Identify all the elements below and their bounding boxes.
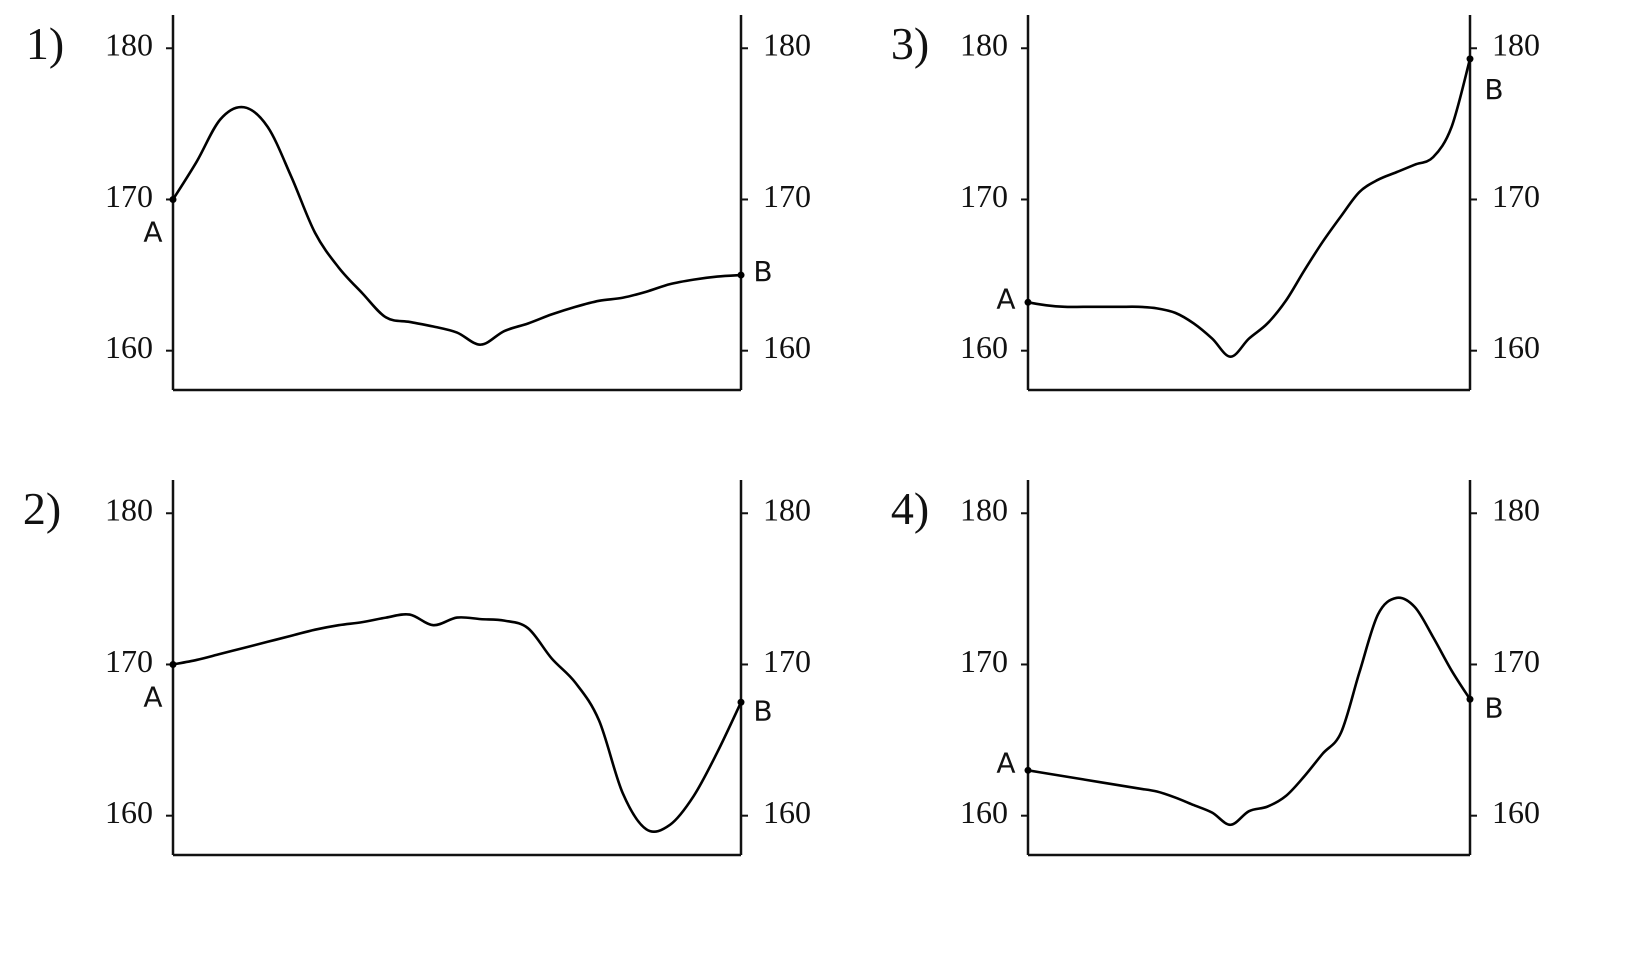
end-point bbox=[1466, 55, 1474, 63]
y-tick-label: 160 bbox=[960, 329, 1008, 365]
y-tick-label: 180 bbox=[105, 27, 153, 63]
y2-tick-label: 160 bbox=[763, 329, 811, 365]
start-point bbox=[1024, 766, 1032, 774]
profile-line bbox=[1027, 596, 1472, 827]
y-tick-label: 170 bbox=[960, 643, 1008, 679]
panel-label: 1) bbox=[26, 18, 64, 69]
y-tick-label: 170 bbox=[105, 178, 153, 214]
y-tick-label: 160 bbox=[960, 794, 1008, 830]
end-point bbox=[1466, 695, 1474, 703]
y2-tick-label: 160 bbox=[763, 794, 811, 830]
y2-tick-label: 160 bbox=[1492, 329, 1540, 365]
y2-tick-label: 170 bbox=[763, 178, 811, 214]
y-tick-label: 180 bbox=[960, 27, 1008, 63]
end-point bbox=[737, 271, 745, 279]
y2-tick-label: 170 bbox=[1492, 178, 1540, 214]
profile-line bbox=[172, 612, 743, 833]
start-point bbox=[1024, 298, 1032, 306]
point-label: B bbox=[753, 255, 772, 288]
start-point bbox=[169, 195, 177, 203]
y-tick-label: 160 bbox=[105, 794, 153, 830]
point-label: A bbox=[143, 680, 162, 713]
y-tick-label: 160 bbox=[105, 329, 153, 365]
point-label: B bbox=[753, 694, 772, 727]
y-tick-label: 180 bbox=[960, 492, 1008, 528]
profile-line bbox=[171, 105, 742, 346]
y2-tick-label: 160 bbox=[1492, 794, 1540, 830]
point-label: A bbox=[996, 282, 1015, 315]
y2-tick-label: 170 bbox=[763, 643, 811, 679]
y-tick-label: 170 bbox=[960, 178, 1008, 214]
point-label: A bbox=[143, 215, 162, 248]
y2-tick-label: 180 bbox=[1492, 27, 1540, 63]
y2-tick-label: 180 bbox=[763, 492, 811, 528]
panel-label: 4) bbox=[891, 483, 929, 534]
point-label: B bbox=[1484, 73, 1503, 106]
start-point bbox=[169, 660, 177, 668]
y2-tick-label: 170 bbox=[1492, 643, 1540, 679]
point-label: A bbox=[996, 746, 1015, 779]
y2-tick-label: 180 bbox=[1492, 492, 1540, 528]
y-tick-label: 170 bbox=[105, 643, 153, 679]
end-point bbox=[737, 698, 745, 706]
panel-label: 3) bbox=[891, 18, 929, 69]
point-label: B bbox=[1484, 691, 1503, 724]
y-tick-label: 180 bbox=[105, 492, 153, 528]
y2-tick-label: 180 bbox=[763, 27, 811, 63]
profile-line bbox=[1027, 58, 1472, 359]
panel-label: 2) bbox=[23, 483, 61, 534]
